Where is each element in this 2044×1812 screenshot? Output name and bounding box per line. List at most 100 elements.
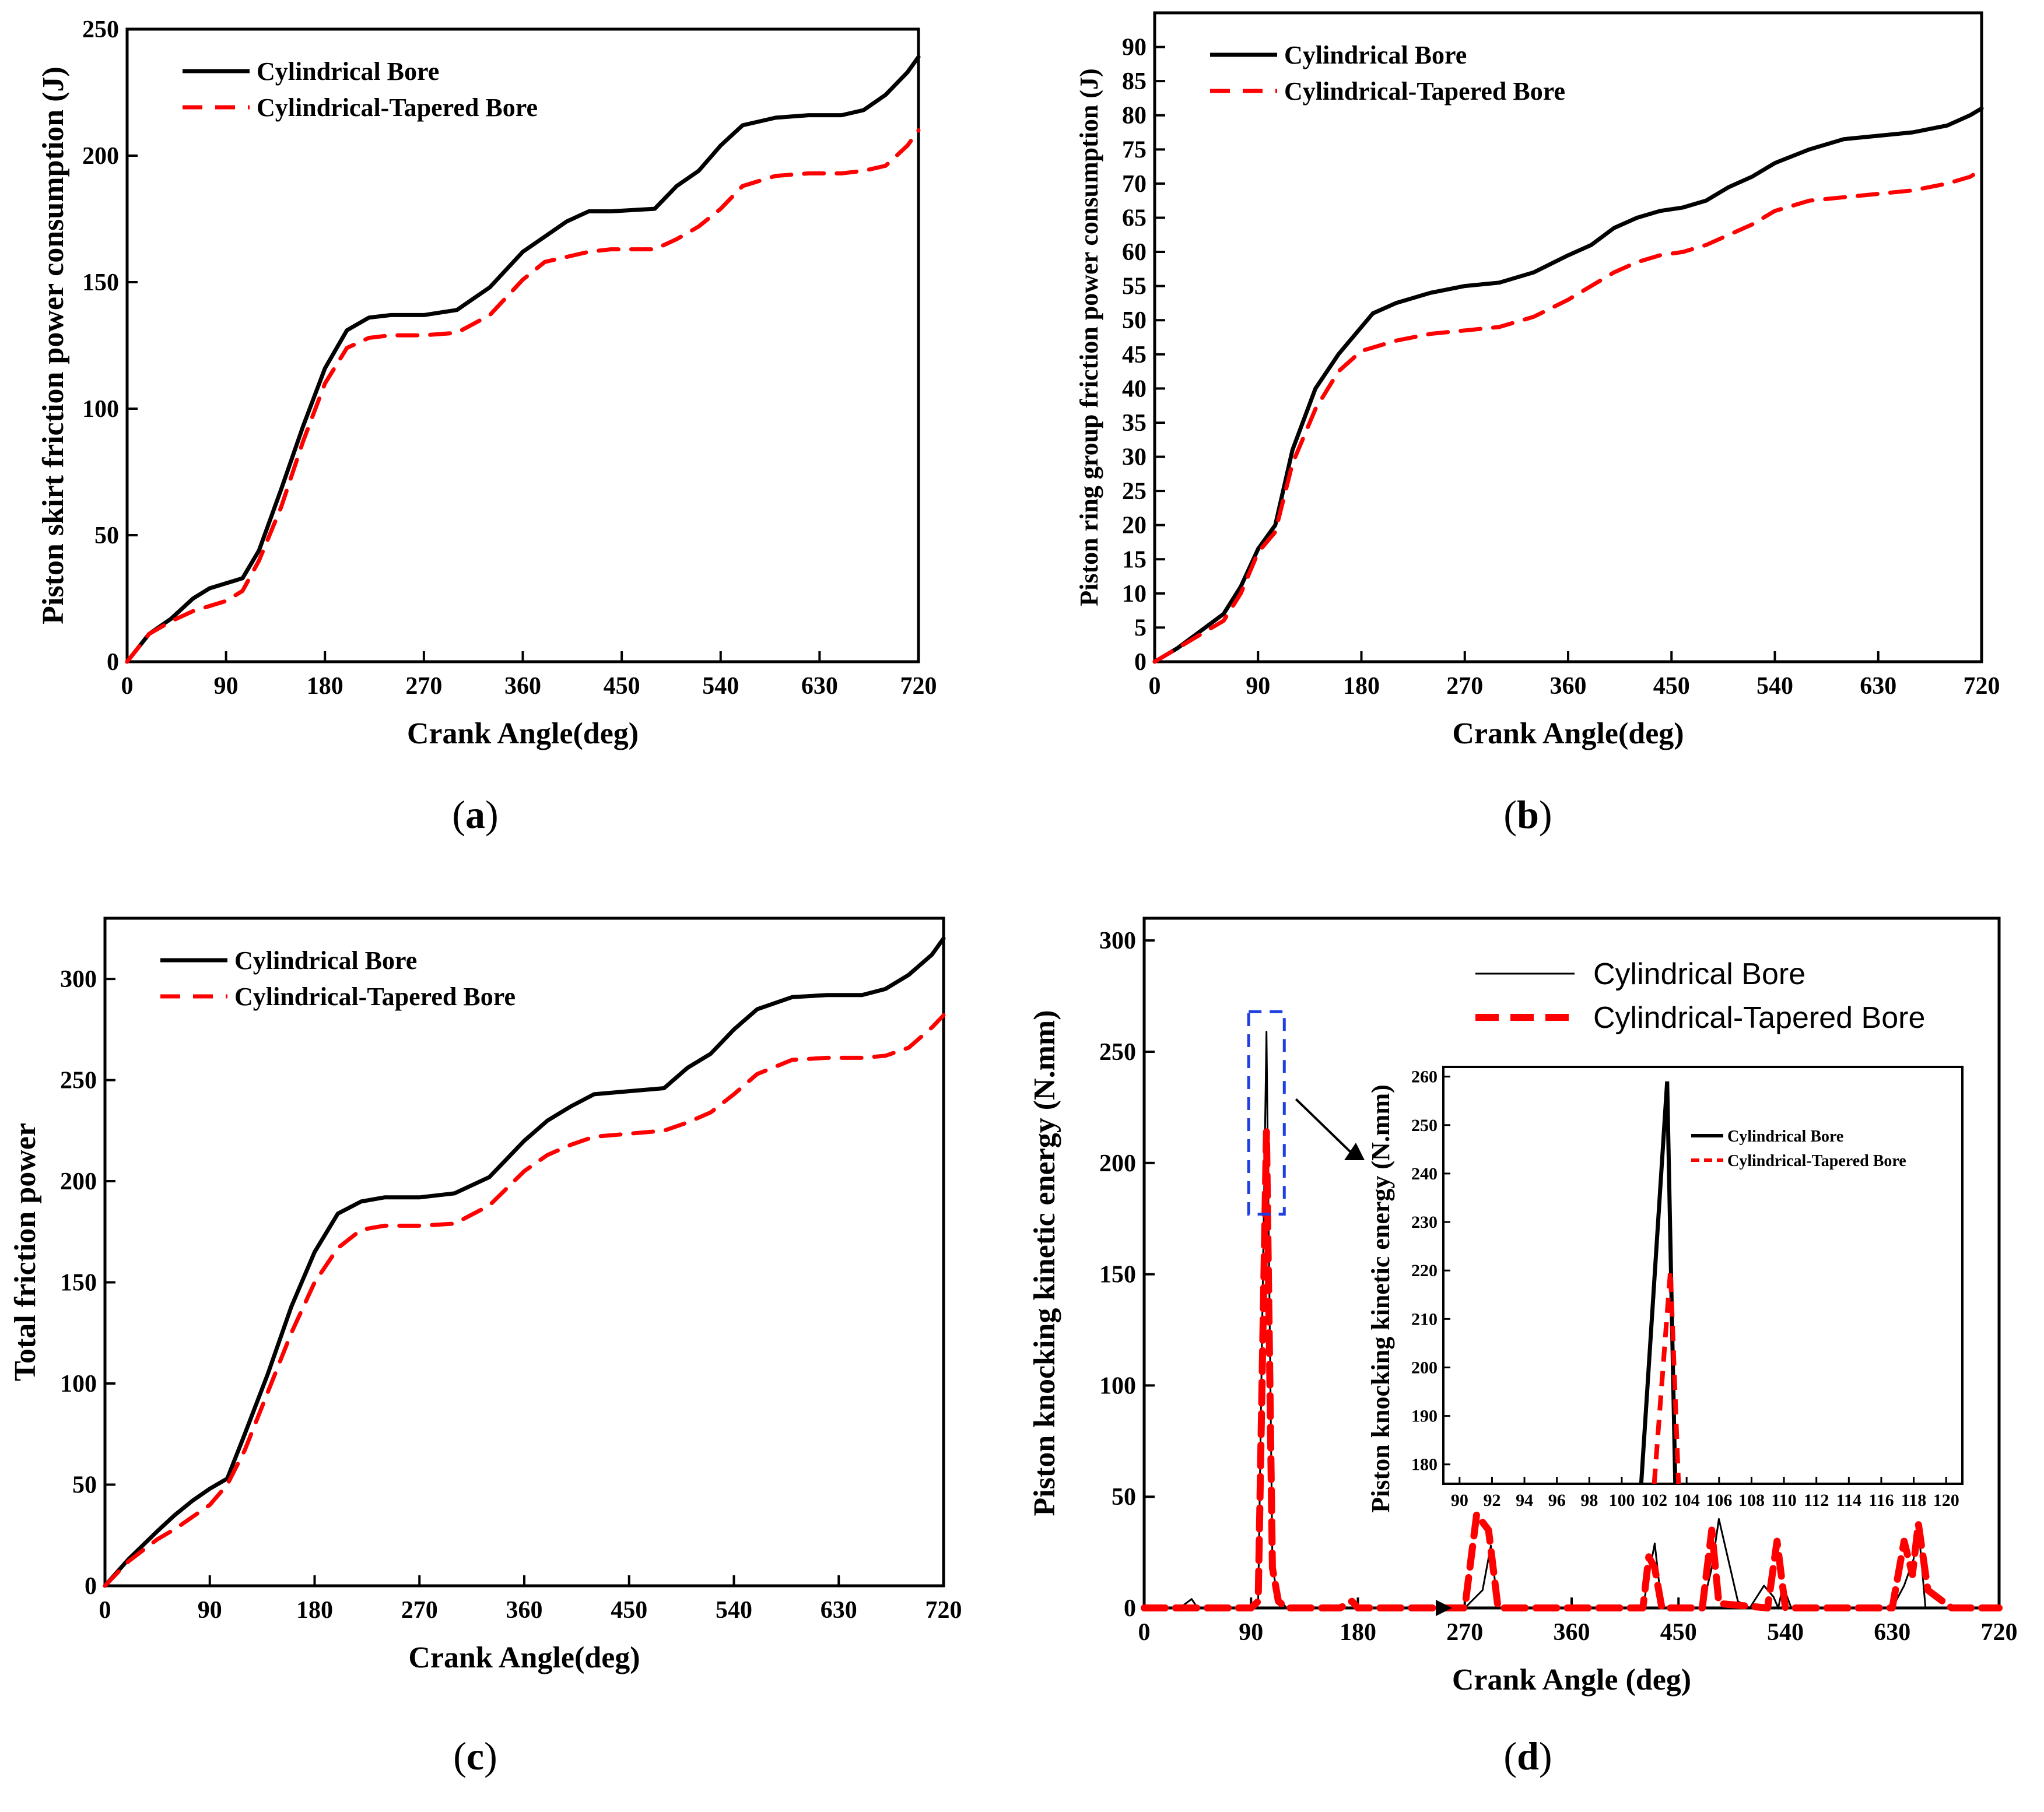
x-tick-label: 450 xyxy=(604,673,640,700)
inset-x-tick-label: 106 xyxy=(1706,1491,1732,1510)
x-tick-label: 630 xyxy=(821,1597,857,1624)
y-tick-label: 10 xyxy=(1122,581,1147,607)
y-tick-label: 65 xyxy=(1122,205,1147,231)
y-tick-label: 30 xyxy=(1122,444,1147,471)
series-line-1 xyxy=(103,1013,946,1588)
y-tick-label: 300 xyxy=(1099,928,1136,954)
y-tick-label: 200 xyxy=(1099,1150,1136,1177)
y-tick-label: 15 xyxy=(1122,546,1147,573)
series-line-0 xyxy=(1152,106,1984,664)
y-tick-label: 300 xyxy=(60,966,97,993)
y-tick-label: 0 xyxy=(1134,649,1147,676)
x-tick-label: 90 xyxy=(1239,1619,1263,1646)
x-tick-label: 270 xyxy=(1446,673,1483,700)
y-tick-label: 50 xyxy=(1122,307,1147,334)
y-tick-label: 75 xyxy=(1122,136,1147,163)
y-tick-label: 200 xyxy=(82,143,119,170)
legend-label: Cylindrical-Tapered Bore xyxy=(234,982,516,1011)
inset-x-tick-label: 116 xyxy=(1868,1491,1894,1510)
caption-open-paren: ( xyxy=(453,1734,467,1778)
x-tick-label: 0 xyxy=(99,1597,111,1624)
y-tick-label: 80 xyxy=(1122,103,1147,129)
inset-x-tick-label: 104 xyxy=(1674,1491,1700,1510)
inset-x-tick-label: 108 xyxy=(1738,1491,1765,1510)
y-tick-label: 250 xyxy=(60,1067,97,1094)
plot-frame xyxy=(103,916,945,1588)
x-tick-label: 270 xyxy=(1446,1619,1483,1646)
y-axis-title: Piston ring group friction power consump… xyxy=(1075,68,1103,606)
series-line-0 xyxy=(103,936,946,1588)
inset-x-tick-label: 90 xyxy=(1451,1491,1468,1510)
inset-x-tick-label: 110 xyxy=(1771,1491,1796,1510)
y-tick-label: 0 xyxy=(85,1573,97,1600)
series-line-0 xyxy=(125,55,921,664)
x-tick-label: 180 xyxy=(296,1597,333,1624)
y-tick-label: 55 xyxy=(1122,273,1147,300)
chart-panel-b: 0 90 180 270 360 450 540 630 720 0 5 10 15 20 25 30 35 40… xyxy=(1075,11,2000,837)
inset-x-tick-label: 114 xyxy=(1836,1491,1861,1510)
x-tick-label: 540 xyxy=(702,673,739,700)
inset-y-tick-label: 200 xyxy=(1411,1358,1438,1377)
panel-caption: (a) xyxy=(452,792,498,837)
y-tick-label: 150 xyxy=(60,1270,97,1297)
inset-x-tick-label: 98 xyxy=(1580,1491,1598,1510)
inset-legend-label: Cylindrical Bore xyxy=(1727,1128,1843,1146)
x-tick-label: 180 xyxy=(307,673,343,700)
y-tick-label: 70 xyxy=(1122,171,1147,198)
x-tick-label: 90 xyxy=(198,1597,222,1624)
x-tick-label: 540 xyxy=(1767,1619,1804,1646)
series-line-1 xyxy=(1152,168,1984,664)
y-tick-label: 0 xyxy=(1124,1595,1136,1622)
y-tick-label: 50 xyxy=(94,522,119,549)
y-tick-label: 250 xyxy=(1099,1039,1136,1066)
y-tick-label: 5 xyxy=(1134,614,1147,641)
x-tick-label: 630 xyxy=(1860,673,1896,700)
legend-label: Cylindrical Bore xyxy=(1593,957,1805,991)
inset-x-tick-label: 120 xyxy=(1933,1491,1959,1510)
inset-y-tick-label: 240 xyxy=(1411,1164,1438,1184)
x-tick-label: 720 xyxy=(900,673,937,700)
inset-series-line-1 xyxy=(1652,1270,1681,1484)
x-axis-title: Crank Angle (deg) xyxy=(1452,1663,1691,1697)
zoom-arrow-line xyxy=(1295,1098,1354,1156)
x-tick-label: 630 xyxy=(1874,1619,1910,1646)
inset-y-tick-label: 230 xyxy=(1411,1213,1438,1232)
inset-x-tick-label: 96 xyxy=(1548,1491,1566,1510)
x-tick-label: 180 xyxy=(1340,1619,1376,1646)
x-tick-label: 360 xyxy=(506,1597,543,1624)
y-tick-label: 35 xyxy=(1122,410,1147,437)
inset-frame xyxy=(1442,1066,1964,1485)
inset-chart: 90 92 94 96 98 100 102 104 106 108 110 112 114 116 118… xyxy=(1366,1066,1964,1513)
x-tick-label: 720 xyxy=(925,1597,962,1624)
y-tick-label: 90 xyxy=(1122,34,1147,61)
x-tick-label: 90 xyxy=(1246,673,1270,700)
x-tick-label: 450 xyxy=(1653,673,1690,700)
panel-caption: (b) xyxy=(1503,792,1552,837)
y-tick-label: 60 xyxy=(1122,239,1147,266)
x-tick-label: 450 xyxy=(611,1597,647,1624)
inset-y-axis-title: Piston knocking kinetic energy (N.mm) xyxy=(1366,1084,1395,1513)
caption-close-paren: ) xyxy=(485,792,499,837)
inset-x-tick-label: 102 xyxy=(1641,1491,1667,1510)
inset-x-tick-label: 92 xyxy=(1483,1491,1500,1510)
plot-frame xyxy=(125,27,920,663)
x-tick-label: 450 xyxy=(1660,1619,1697,1646)
inset-y-tick-label: 250 xyxy=(1411,1116,1438,1135)
inset-series-line-0 xyxy=(1639,1081,1678,1484)
panel-caption: (c) xyxy=(453,1734,497,1778)
caption-letter: c xyxy=(467,1734,484,1778)
chart-panel-a: 0 90 180 270 360 450 540 630 720 0 50 100 150 200 250 C… xyxy=(37,16,937,837)
inset-y-tick-label: 190 xyxy=(1411,1407,1438,1426)
x-tick-label: 540 xyxy=(716,1597,752,1624)
chart-panel-c: 0 90 180 270 360 450 540 630 720 0 50 100 150 200 250 3… xyxy=(9,916,962,1778)
legend-label: Cylindrical-Tapered Bore xyxy=(1284,77,1565,106)
inset-y-tick-label: 180 xyxy=(1411,1455,1438,1474)
x-axis-title: Crank Angle(deg) xyxy=(408,1641,640,1674)
inset-x-tick-label: 112 xyxy=(1804,1491,1829,1510)
x-tick-label: 270 xyxy=(405,673,442,700)
x-tick-label: 360 xyxy=(1550,673,1587,700)
panel-caption: (d) xyxy=(1503,1734,1552,1778)
inset-x-tick-label: 118 xyxy=(1901,1491,1926,1510)
y-axis-title: Piston skirt friction power consumption … xyxy=(37,66,70,624)
